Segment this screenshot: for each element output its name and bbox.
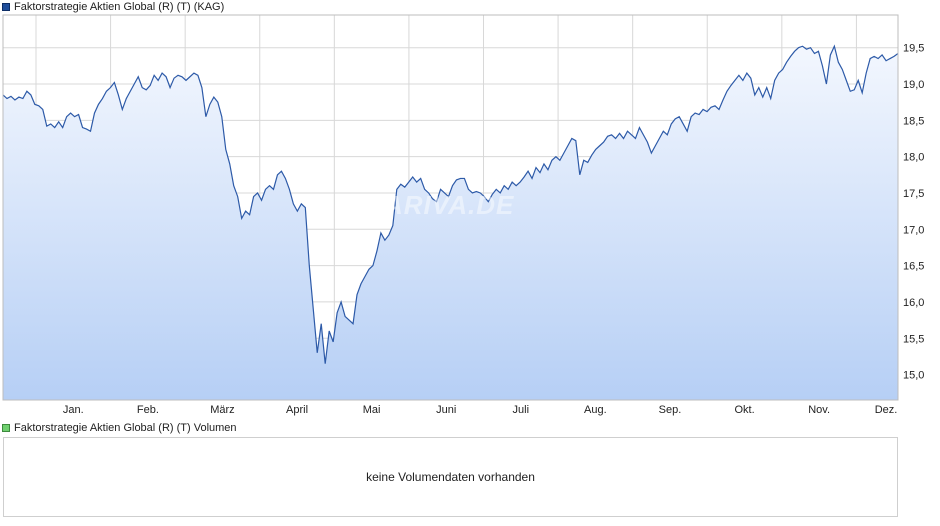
y-tick-label: 17,0 (903, 224, 924, 236)
volume-series-swatch (2, 424, 10, 432)
x-tick-label: Jan. (63, 404, 84, 416)
x-tick-label: Mai (363, 404, 381, 416)
volume-legend: Faktorstrategie Aktien Global (R) (T) Vo… (2, 421, 237, 435)
y-tick-label: 19,5 (903, 43, 924, 55)
price-legend-label: Faktorstrategie Aktien Global (R) (T) (K… (14, 1, 225, 13)
x-tick-label: Aug. (584, 404, 607, 416)
y-tick-label: 16,0 (903, 297, 924, 309)
price-line (2, 44, 899, 364)
y-tick-label: 17,5 (903, 188, 924, 200)
x-tick-label: Sep. (659, 404, 682, 416)
y-axis: 15,0 15,5 16,0 16,5 17,0 17,5 18,0 18,5 19,0 19,5 (903, 43, 924, 382)
y-tick-label: 19,0 (903, 79, 924, 91)
y-tick-label: 16,5 (903, 261, 924, 273)
y-tick-label: 15,5 (903, 333, 924, 345)
volume-legend-label: Faktorstrategie Aktien Global (R) (T) Vo… (14, 422, 237, 434)
x-tick-label: Juni (436, 404, 456, 416)
x-axis: Jan. Feb. März April Mai Juni Juli Aug. Sep. Okt.… (63, 404, 897, 416)
y-tick-label: 15,0 (903, 370, 924, 382)
x-tick-label: Okt. (734, 404, 754, 416)
y-tick-label: 18,0 (903, 152, 924, 164)
watermark: ARIVA.DE (384, 190, 515, 220)
x-tick-label: Juli (513, 404, 530, 416)
price-series-swatch (2, 3, 10, 11)
volume-empty-message: keine Volumendaten vorhanden (366, 470, 535, 484)
plot-frame (2, 14, 899, 401)
x-tick-label: Dez. (875, 404, 898, 416)
price-chart: 15,0 15,5 16,0 16,5 17,0 17,5 18,0 18,5 19,0 19,5… (2, 14, 924, 416)
y-tick-label: 18,5 (903, 115, 924, 127)
price-area (3, 46, 898, 401)
x-tick-label: Feb. (137, 404, 159, 416)
price-legend: Faktorstrategie Aktien Global (R) (T) (K… (2, 0, 224, 14)
x-tick-label: April (286, 404, 308, 416)
x-tick-label: Nov. (808, 404, 830, 416)
x-tick-label: März (210, 404, 234, 416)
volume-panel: keine Volumendaten vorhanden (3, 437, 898, 517)
